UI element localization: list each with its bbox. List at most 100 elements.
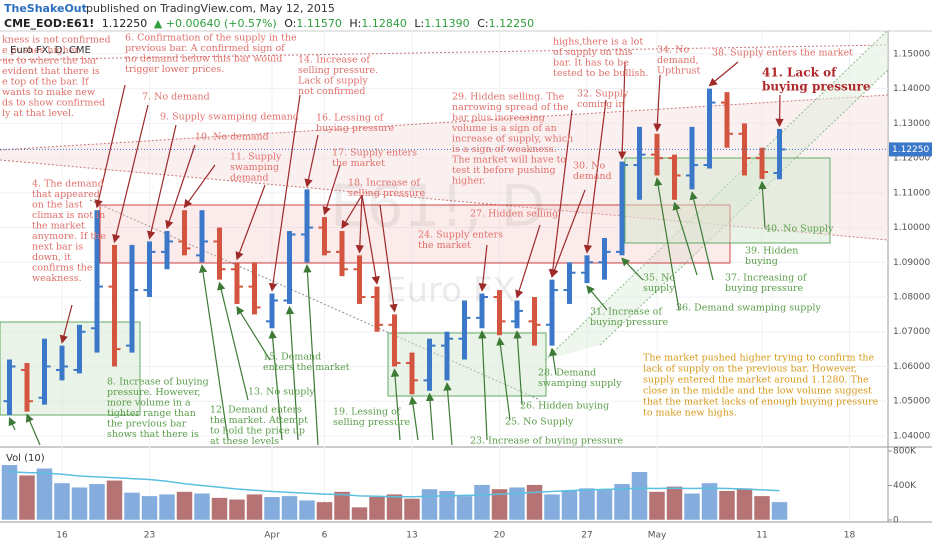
high-label: H: xyxy=(349,17,361,30)
arrow xyxy=(586,285,608,311)
annotation-text: the previous bar xyxy=(107,419,187,430)
annotation-text: 36. Demand swamping supply xyxy=(676,303,821,314)
x-tick-label: 11 xyxy=(756,531,767,541)
annotation-text: ds to show confirmed xyxy=(2,98,105,109)
arrow xyxy=(425,392,435,441)
ohlc-range xyxy=(584,255,590,284)
volume-bar xyxy=(1,464,18,521)
annotation-text: 32. Supply xyxy=(577,89,629,100)
annotation-text: ue to where the bar xyxy=(2,56,98,67)
price-label: 1.12250 xyxy=(892,145,929,155)
x-tick-label: Apr xyxy=(264,531,280,541)
arrow xyxy=(478,244,488,292)
volume-title: Vol (10) xyxy=(6,453,45,464)
annotation-text: to make new highs. xyxy=(643,408,737,419)
annotation-text: climax is not in xyxy=(32,210,105,221)
x-tick-label: 20 xyxy=(494,531,506,541)
y-tick-label: 1.09000 xyxy=(893,258,930,268)
volume-bar xyxy=(386,493,403,521)
arrow xyxy=(183,164,216,209)
open-label: O: xyxy=(284,17,296,30)
ohlc-range xyxy=(427,338,432,391)
ohlc-range xyxy=(147,241,152,298)
annotation-text: swamping supply xyxy=(538,378,622,389)
y-tick-label: 800K xyxy=(893,447,917,457)
volume-bar xyxy=(123,492,141,521)
volume-bar xyxy=(578,487,596,521)
low-value: 1.11390 xyxy=(424,17,470,30)
arrow xyxy=(583,99,607,254)
ohlc-range xyxy=(217,227,222,280)
annotation-text: The market will have to xyxy=(452,155,566,166)
arrow xyxy=(25,413,41,446)
y-tick-label: 1.13000 xyxy=(893,119,930,129)
annotation-text: weakness. xyxy=(32,273,82,284)
trend-line xyxy=(0,44,888,61)
arrow xyxy=(758,180,767,229)
annotation-text: 23. Increase of buying pressure xyxy=(470,436,623,447)
annotation-text: 28. Demand xyxy=(538,368,596,379)
volume-bar xyxy=(228,499,246,521)
ohlc-range xyxy=(392,314,397,367)
ohlc-range xyxy=(182,210,187,256)
ohlc-range xyxy=(619,161,625,256)
volume-bar xyxy=(71,486,88,521)
close-value: 1.12250 xyxy=(489,17,535,30)
annotation-text: Upthrust xyxy=(657,66,701,77)
ohlc-range xyxy=(339,231,345,277)
annotation-text: down, it xyxy=(32,252,71,263)
volume-bar xyxy=(683,493,701,521)
ohlc-range xyxy=(689,126,695,190)
arrow xyxy=(322,164,341,216)
ohlc-range xyxy=(374,286,380,332)
arrow xyxy=(775,94,784,128)
annotation-text: shows that there is xyxy=(107,429,199,440)
ohlc-range xyxy=(287,231,292,304)
annotation-text: that appeared xyxy=(32,189,100,200)
arrow xyxy=(285,305,299,441)
ohlc-range xyxy=(707,88,712,169)
ohlc-range xyxy=(409,352,415,395)
annotation-text: more volume in a xyxy=(107,398,191,409)
annotation-text: 19. Lessing of xyxy=(333,407,402,418)
volume-bar xyxy=(701,482,718,521)
annotation-text: 41. Lack of xyxy=(762,66,837,80)
annotation-text: not confirmed xyxy=(298,86,365,97)
annotation-text: next bar is xyxy=(32,242,83,253)
arrow xyxy=(496,337,511,421)
annotation-text: anymore. If the xyxy=(32,231,106,242)
annotation-text: no demand below this bar would xyxy=(125,54,282,65)
volume-bar xyxy=(36,468,53,521)
ohlc-range xyxy=(59,345,65,381)
annotation-text: lack of supply on the previous bar. Howe… xyxy=(643,364,857,375)
volume-bar xyxy=(456,495,473,521)
arrow xyxy=(672,201,698,276)
arrow xyxy=(94,84,126,209)
y-tick-label: 1.08000 xyxy=(893,293,930,303)
annotation-text: 6. Confirmation of the supply in the xyxy=(125,33,297,44)
ohlc-range xyxy=(602,237,607,280)
y-tick-label: 1.07000 xyxy=(893,327,930,337)
trend-line xyxy=(0,159,888,241)
ohlc-range xyxy=(672,154,677,200)
annotation-text: that the market lacks of enough buying p… xyxy=(643,397,879,408)
ohlc-range xyxy=(77,324,82,374)
y-tick-label: 1.06000 xyxy=(893,362,930,372)
change: ▲ +0.00640 (+0.57%) xyxy=(154,17,277,30)
annotation-text: 25. No Supply xyxy=(505,417,574,428)
volume-bar xyxy=(473,484,491,521)
volume-pane xyxy=(1,464,788,521)
volume-average xyxy=(9,470,780,498)
arrow xyxy=(653,74,662,132)
x-tick-label: 23 xyxy=(144,531,155,541)
volume-bar xyxy=(106,480,123,521)
site-name[interactable]: TheShakeOut xyxy=(4,2,87,15)
annotation-text: 35. No xyxy=(643,273,675,284)
arrow xyxy=(548,109,573,278)
annotation-text: ly at that level. xyxy=(2,108,74,119)
annotation-text: 39. Hidden xyxy=(745,246,798,257)
x-tick-label: 27 xyxy=(581,531,592,541)
